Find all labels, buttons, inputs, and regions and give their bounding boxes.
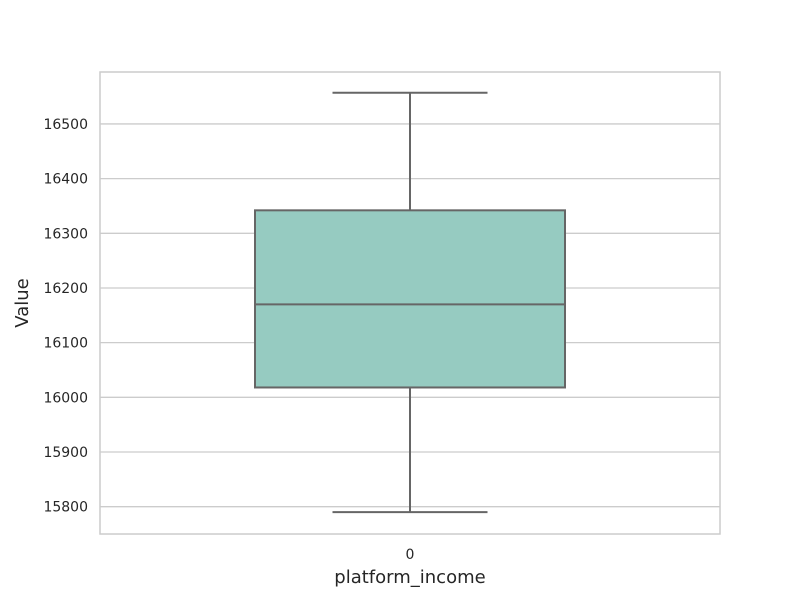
y-tick-labels: 15800 15900 16000 16100 16200 16300 16400 16500 bbox=[43, 117, 88, 516]
x-tick-labels: 0 bbox=[406, 547, 415, 563]
x-tick-label: 0 bbox=[406, 547, 415, 563]
box-plot bbox=[254, 91, 566, 514]
y-tick-label: 16100 bbox=[43, 336, 88, 352]
y-tick-label: 16000 bbox=[43, 390, 88, 406]
interquartile-box bbox=[254, 209, 566, 389]
y-tick-label: 16200 bbox=[43, 281, 88, 297]
y-tick-label: 15900 bbox=[43, 445, 88, 461]
x-axis-title: platform_income bbox=[334, 567, 485, 588]
plot-frame bbox=[99, 71, 721, 535]
y-tick-label: 16300 bbox=[43, 226, 88, 242]
y-tick-label: 16400 bbox=[43, 172, 88, 188]
y-axis-title: Value bbox=[12, 278, 33, 327]
y-tick-label: 15800 bbox=[43, 500, 88, 516]
y-tick-label: 16500 bbox=[43, 117, 88, 133]
